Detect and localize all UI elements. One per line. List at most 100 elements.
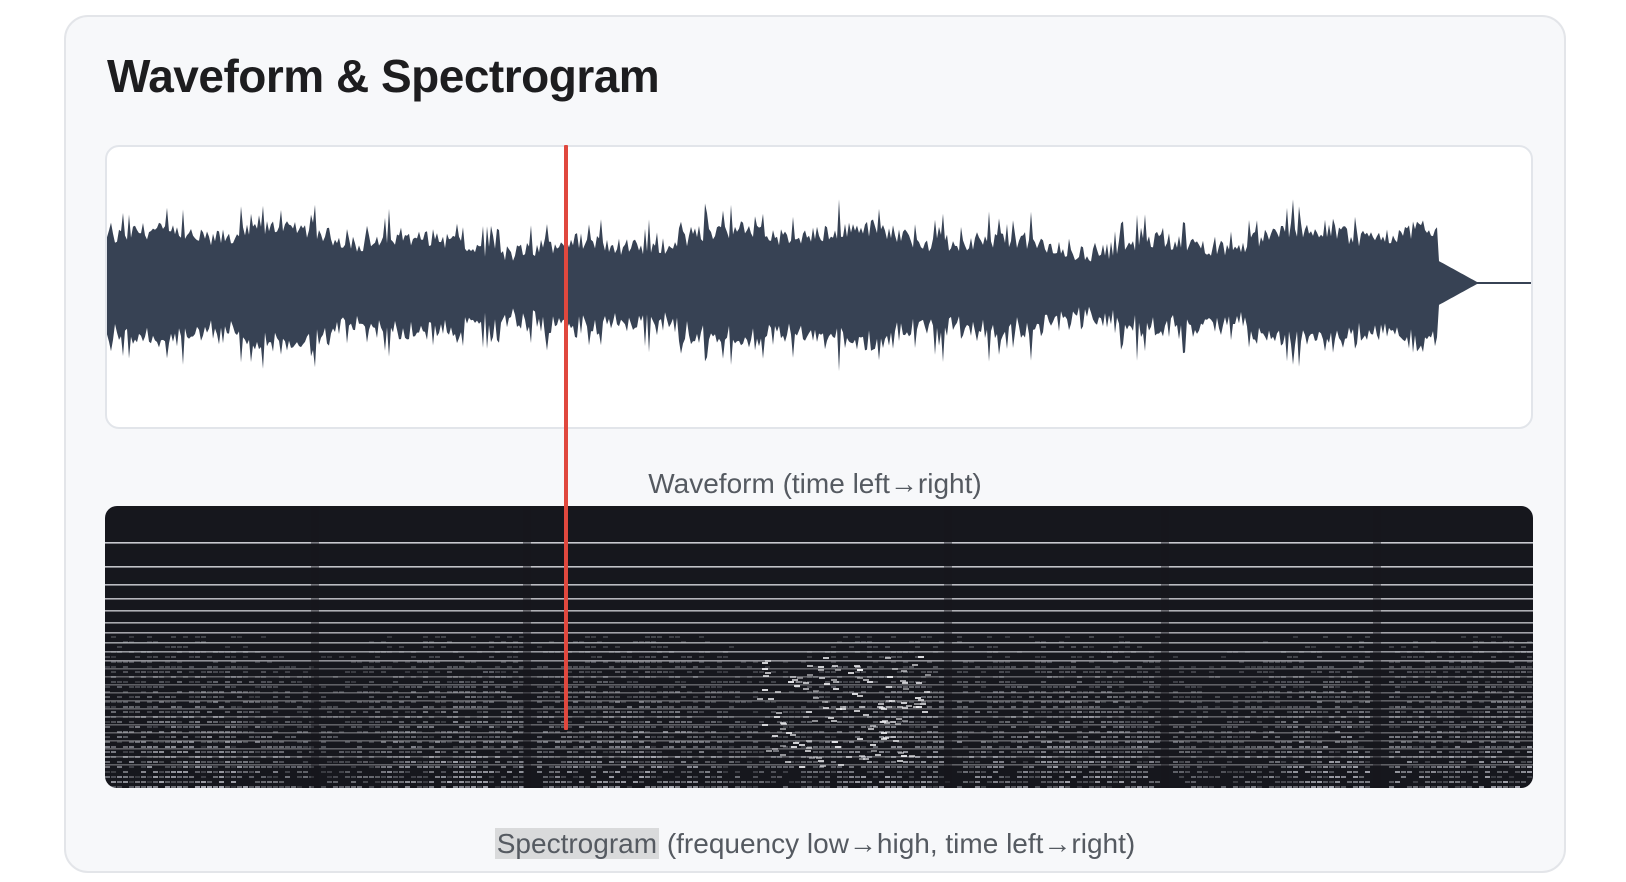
spectrogram-cell bbox=[261, 721, 266, 723]
waveform-panel[interactable] bbox=[105, 145, 1533, 429]
spectrogram-cell bbox=[1425, 676, 1430, 678]
spectrogram-cell bbox=[1449, 696, 1454, 698]
spectrogram-cell bbox=[1197, 771, 1202, 773]
spectrogram-cell bbox=[1437, 731, 1442, 733]
spectrogram-cell bbox=[195, 721, 200, 723]
spectrogram-cell bbox=[321, 766, 326, 768]
spectrogram-cell bbox=[705, 686, 710, 688]
spectrogram-cell bbox=[687, 671, 692, 673]
spectrogram-cell bbox=[1497, 711, 1502, 713]
spectrogram-cell bbox=[189, 671, 194, 673]
spectrogram-cell bbox=[141, 661, 146, 663]
spectrogram-cell bbox=[897, 656, 902, 658]
spectrogram-cell bbox=[507, 736, 512, 738]
spectrogram-cell bbox=[1461, 676, 1466, 678]
spectrogram-cell bbox=[399, 771, 404, 773]
spectrogram-cell bbox=[405, 786, 410, 788]
spectrogram-cell bbox=[651, 766, 656, 768]
spectrogram-cell bbox=[189, 651, 194, 653]
spectrogram-cell bbox=[471, 751, 476, 753]
spectrogram-cell bbox=[735, 676, 740, 678]
spectrogram-cell bbox=[465, 761, 470, 763]
spectrogram-cell bbox=[1437, 716, 1442, 718]
spectrogram-cell bbox=[423, 756, 428, 758]
spectrogram-cell bbox=[195, 726, 200, 728]
spectrogram-cell bbox=[1419, 771, 1424, 773]
spectrogram-cell bbox=[1071, 706, 1076, 708]
spectrogram-cell bbox=[891, 651, 896, 653]
spectrogram-cell bbox=[1125, 676, 1130, 678]
spectrogram-cell bbox=[1047, 776, 1052, 778]
spectrogram-cell bbox=[777, 776, 782, 778]
spectrogram-cell bbox=[1173, 736, 1178, 738]
spectrogram-cell bbox=[699, 751, 704, 753]
spectrogram-cell bbox=[267, 686, 272, 688]
spectrogram-cell bbox=[765, 766, 770, 768]
spectrogram-cell bbox=[1179, 726, 1184, 728]
spectrogram-cell bbox=[609, 711, 614, 713]
spectrogram-cell bbox=[123, 661, 128, 663]
spectrogram-cell bbox=[495, 786, 500, 788]
spectrogram-cell bbox=[771, 711, 776, 713]
spectrogram-cell bbox=[717, 766, 722, 768]
spectrogram-cell bbox=[757, 698, 763, 700]
spectrogram-cell bbox=[915, 741, 920, 743]
spectrogram-cell bbox=[1491, 686, 1496, 688]
spectrogram-cell bbox=[1083, 721, 1088, 723]
spectrogram-cell bbox=[201, 766, 206, 768]
spectrogram-cell bbox=[1425, 721, 1430, 723]
spectrogram-cell bbox=[921, 716, 926, 718]
spectrogram-cell bbox=[1293, 751, 1298, 753]
spectrogram-cell bbox=[1149, 736, 1154, 738]
spectrogram-cell bbox=[639, 776, 644, 778]
spectrogram-cell bbox=[987, 766, 992, 768]
spectrogram-cell bbox=[1419, 756, 1424, 758]
spectrogram-cell bbox=[849, 706, 854, 708]
spectrogram-cell bbox=[609, 666, 614, 668]
spectrogram-cell bbox=[1083, 716, 1088, 718]
spectrogram-cell bbox=[645, 666, 650, 668]
spectrogram-cell bbox=[501, 766, 506, 768]
spectrogram-cell bbox=[1137, 766, 1142, 768]
spectrogram-cell bbox=[171, 741, 176, 743]
spectrogram-cell bbox=[1491, 656, 1496, 658]
spectrogram-cell bbox=[1059, 761, 1064, 763]
spectrogram-cell bbox=[1365, 696, 1370, 698]
spectrogram-cell bbox=[639, 696, 644, 698]
spectrogram-cell bbox=[339, 771, 344, 773]
spectrogram-cell bbox=[297, 681, 302, 683]
spectrogram-cell bbox=[1227, 721, 1232, 723]
spectrogram-cell bbox=[1497, 636, 1502, 638]
spectrogram-cell bbox=[699, 656, 704, 658]
spectrogram-cell bbox=[219, 721, 224, 723]
spectrogram-cell bbox=[867, 686, 872, 688]
playhead-cursor[interactable] bbox=[564, 145, 568, 730]
spectrogram-cell bbox=[1431, 741, 1436, 743]
spectrogram-cell bbox=[855, 681, 860, 683]
spectrogram-cell bbox=[790, 734, 796, 736]
spectrogram-cell bbox=[195, 651, 200, 653]
spectrogram-cell bbox=[1299, 766, 1304, 768]
spectrogram-cell bbox=[1233, 776, 1238, 778]
spectrogram-cell bbox=[763, 675, 769, 677]
spectrogram-cell bbox=[762, 668, 768, 670]
spectrogram-cell bbox=[1107, 781, 1112, 783]
spectrogram-cell bbox=[1017, 776, 1022, 778]
spectrogram-panel[interactable] bbox=[105, 506, 1533, 788]
spectrogram-cell bbox=[975, 711, 980, 713]
spectrogram-cell bbox=[393, 741, 398, 743]
spectrogram-cell bbox=[627, 726, 632, 728]
spectrogram-cell bbox=[579, 651, 584, 653]
spectrogram-cell bbox=[129, 756, 134, 758]
spectrogram-cell bbox=[1329, 686, 1334, 688]
spectrogram-cell bbox=[1179, 761, 1184, 763]
spectrogram-cell bbox=[1107, 711, 1112, 713]
spectrogram-cell bbox=[693, 676, 698, 678]
spectrogram-cell bbox=[1455, 766, 1460, 768]
spectrogram-cell bbox=[807, 776, 812, 778]
spectrogram-cell bbox=[1335, 761, 1340, 763]
spectrogram-cell bbox=[1521, 726, 1526, 728]
spectrogram-cell bbox=[902, 707, 908, 709]
spectrogram-cell bbox=[783, 661, 788, 663]
spectrogram-cell bbox=[723, 766, 728, 768]
